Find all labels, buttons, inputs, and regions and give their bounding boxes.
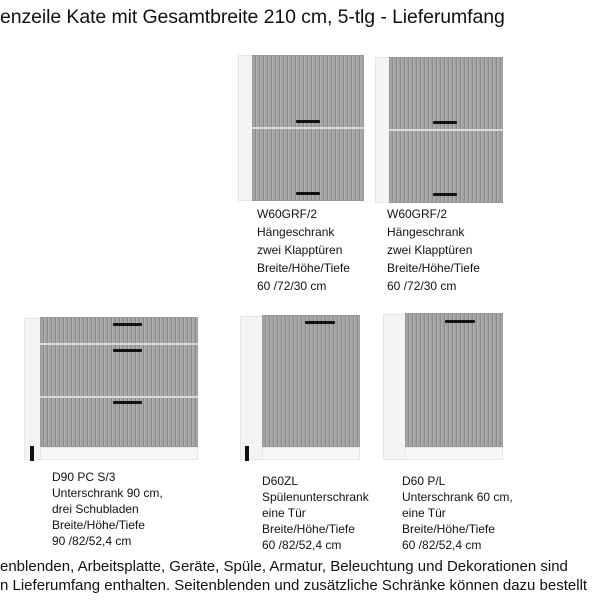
cabinet-label: D90 PC S/3 Unterschrank 90 cm, drei Schu… <box>52 469 163 549</box>
label-line: Spülenunterschrank <box>262 490 369 504</box>
handle <box>296 192 320 195</box>
footer-line: enblenden, Arbeitsplatte, Geräte, Spüle,… <box>0 558 568 575</box>
label-line: Unterschrank 60 cm, <box>402 490 513 504</box>
label-line: Breite/Höhe/Tiefe <box>257 261 350 275</box>
handle <box>113 401 142 404</box>
label-line: drei Schubladen <box>52 502 139 516</box>
door-split <box>389 129 503 131</box>
handle <box>113 349 142 352</box>
label-line: Hängeschrank <box>257 225 335 239</box>
label-line: 60 /82/52,4 cm <box>402 538 482 552</box>
handle <box>296 120 320 123</box>
cabinet-front <box>40 317 198 447</box>
handle <box>113 323 142 326</box>
label-line: eine Tür <box>402 506 446 520</box>
cabinet-leg <box>245 446 249 461</box>
label-line: D60 P/L <box>402 474 446 488</box>
label-line: zwei Klapptüren <box>257 243 343 257</box>
door-split <box>252 127 364 129</box>
cabinet-side <box>383 314 407 460</box>
plinth <box>40 447 198 460</box>
plinth <box>262 447 360 460</box>
label-line: 60 /72/30 cm <box>387 279 457 293</box>
cabinet-front <box>405 313 503 447</box>
handle <box>445 320 475 323</box>
cabinet-front <box>262 315 360 447</box>
cabinet-label: D60ZL Spülenunterschrank eine Tür Breite… <box>262 473 369 553</box>
handle <box>433 193 457 196</box>
cabinet-label: W60GRF/2 Hängeschrank zwei Klapptüren Br… <box>387 205 480 295</box>
label-line: Breite/Höhe/Tiefe <box>387 261 480 275</box>
label-line: zwei Klapptüren <box>387 243 473 257</box>
handle <box>433 121 457 124</box>
label-line: D60ZL <box>262 474 299 488</box>
label-line: D90 PC S/3 <box>52 470 116 484</box>
label-line: 60 /72/30 cm <box>257 279 327 293</box>
label-line: W60GRF/2 <box>257 207 318 221</box>
label-line: W60GRF/2 <box>387 207 448 221</box>
label-line: eine Tür <box>262 506 306 520</box>
label-line: Breite/Höhe/Tiefe <box>262 522 355 536</box>
label-line: Unterschrank 90 cm, <box>52 486 163 500</box>
label-line: Breite/Höhe/Tiefe <box>402 522 495 536</box>
cabinet-leg <box>30 446 34 461</box>
cabinet-side <box>240 316 264 460</box>
drawer-split <box>40 396 198 398</box>
cabinet-label: D60 P/L Unterschrank 60 cm, eine Tür Bre… <box>402 473 513 553</box>
drawer-split <box>40 343 198 345</box>
plinth <box>405 447 503 460</box>
handle <box>305 321 335 324</box>
cabinet-label: W60GRF/2 Hängeschrank zwei Klapptüren Br… <box>257 205 350 295</box>
label-line: 60 /82/52,4 cm <box>262 538 342 552</box>
page-title: enzeile Kate mit Gesamtbreite 210 cm, 5-… <box>0 6 505 28</box>
footer-line: n Lieferumfang enthalten. Seitenblenden … <box>0 577 588 594</box>
label-line: Breite/Höhe/Tiefe <box>52 518 145 532</box>
label-line: 90 /82/52,4 cm <box>52 534 132 548</box>
label-line: Hängeschrank <box>387 225 465 239</box>
